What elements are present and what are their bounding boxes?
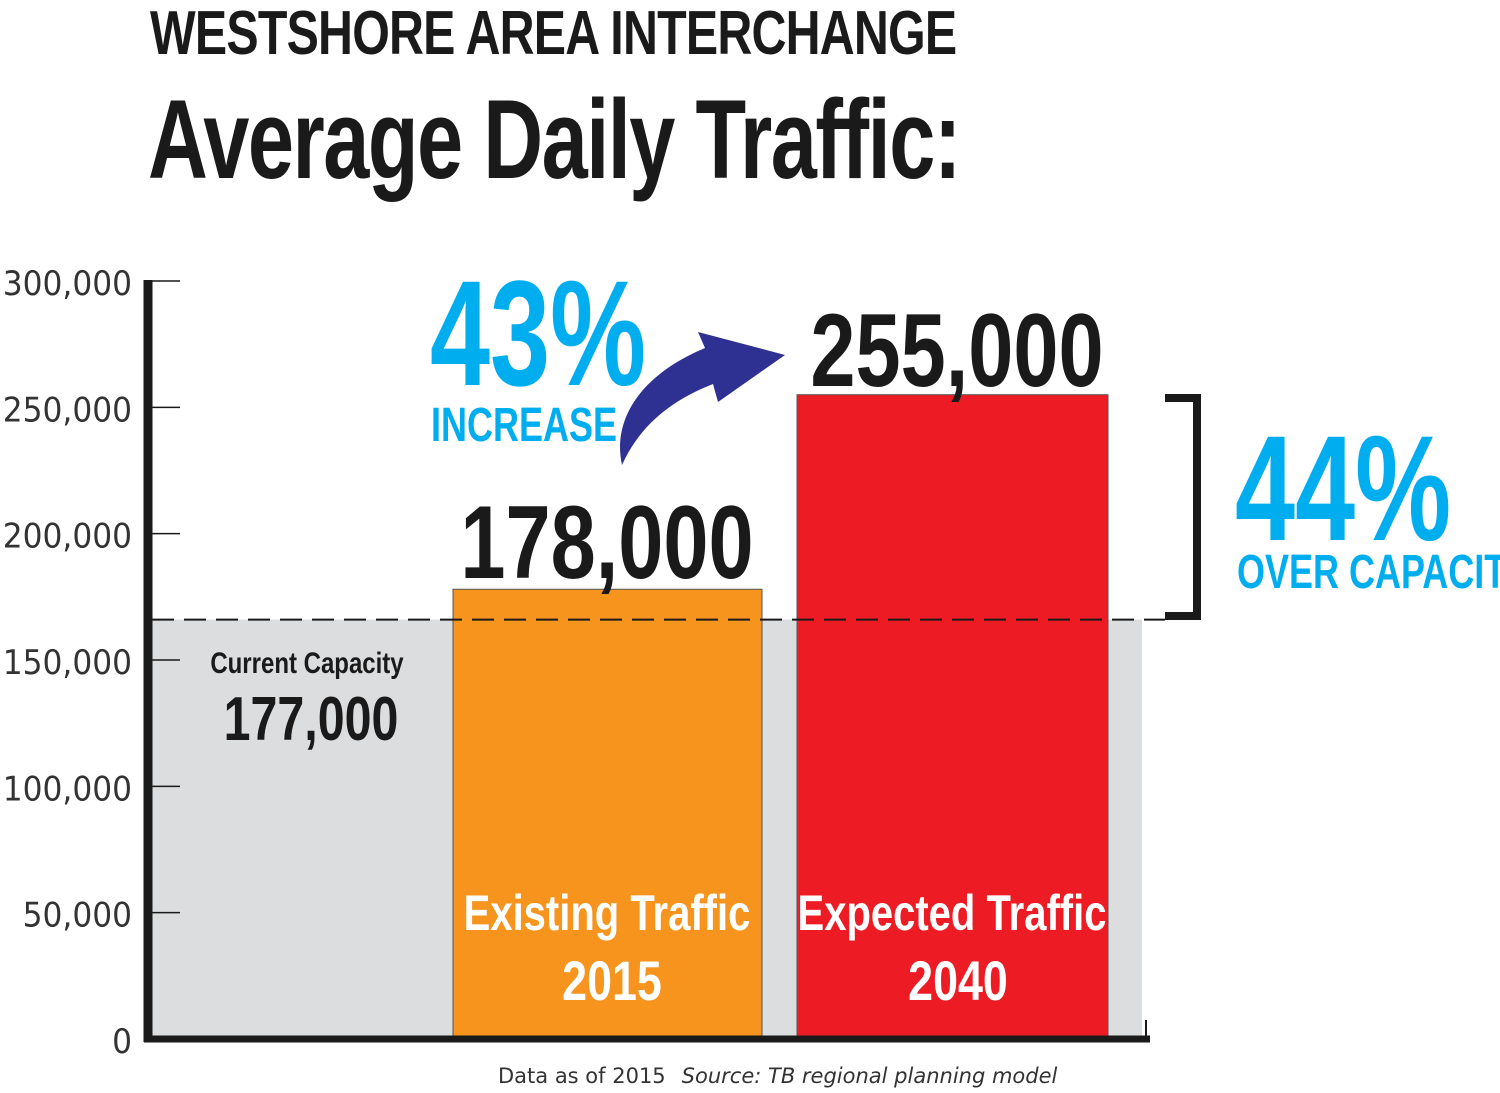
capacity-label: Current Capacity (210, 645, 403, 679)
y-tick-label: 300,000 (3, 264, 132, 304)
y-tick-label: 250,000 (3, 390, 132, 430)
bar-category-label-existing-line1: Existing Traffic (464, 885, 751, 941)
bar-expected-traffic-2040 (796, 394, 1109, 1040)
over-capacity-bracket (1165, 394, 1201, 620)
increase-percent: 43% (430, 250, 646, 418)
y-tick-label: 100,000 (3, 769, 132, 809)
bar-value-label-expected: 255,000 (810, 292, 1103, 408)
bar-category-label-expected-line1: Expected Traffic (798, 885, 1107, 941)
increase-label: INCREASE (431, 398, 617, 451)
y-tick-label: 0 (112, 1022, 132, 1062)
bar-existing-traffic-2015 (452, 588, 763, 1040)
capacity-value-label: 177,000 (224, 684, 399, 753)
chart-title-line1: WESTSHORE AREA INTERCHANGE (150, 0, 957, 68)
over-capacity-label: OVER CAPACITY (1237, 545, 1500, 598)
y-tick-label: 200,000 (3, 516, 132, 556)
y-tick-label: 50,000 (23, 895, 132, 935)
bar-value-label-existing: 178,000 (460, 484, 753, 600)
source-note: Source: TB regional planning model (681, 1064, 1058, 1088)
chart-title-line2: Average Daily Traffic: (148, 77, 961, 202)
bar-category-label-expected-line2: 2040 (908, 949, 1008, 1012)
bar-category-label-existing-line2: 2015 (562, 949, 662, 1012)
y-axis-ticks: 0 50,000 100,000 150,000 200,000 250,000 300,0… (3, 264, 180, 1062)
y-tick-label: 150,000 (3, 643, 132, 683)
increase-arrow-icon (620, 332, 785, 465)
over-capacity-percent: 44% (1235, 405, 1451, 573)
data-note: Data as of 2015 (498, 1064, 666, 1088)
chart-footer: Data as of 2015 Source: TB regional plann… (498, 1064, 1057, 1088)
